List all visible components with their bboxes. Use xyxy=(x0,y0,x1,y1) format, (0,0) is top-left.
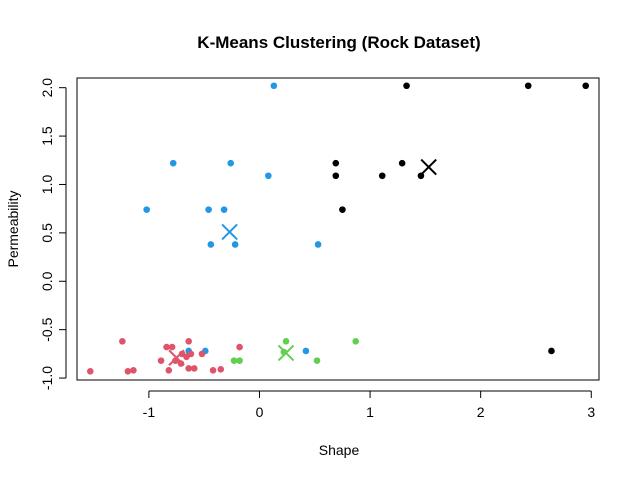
data-point xyxy=(130,367,137,374)
centroid-marker xyxy=(420,158,437,176)
data-point xyxy=(220,206,228,213)
centroid-stroke xyxy=(221,223,238,241)
x-tick-label: 0 xyxy=(256,404,264,420)
plot-frame xyxy=(76,77,600,381)
y-tick-label: -1.0 xyxy=(39,366,55,390)
data-point xyxy=(183,353,190,361)
x-axis: -1 0 1 2 3 xyxy=(143,390,595,420)
data-point xyxy=(163,343,170,351)
x-tick-label: 1 xyxy=(366,404,374,420)
data-point xyxy=(236,357,243,364)
y-tick-label: 1.5 xyxy=(39,126,55,146)
centroid-stroke xyxy=(420,158,437,176)
centroid-marker xyxy=(168,349,185,366)
data-point xyxy=(231,241,239,248)
data-point xyxy=(165,367,173,374)
centroid-stroke xyxy=(277,344,295,362)
data-point xyxy=(119,337,126,345)
data-point xyxy=(169,159,177,167)
data-point xyxy=(230,357,238,364)
x-tick-label: 2 xyxy=(477,404,485,420)
chart-title: K-Means Clustering (Rock Dataset) xyxy=(197,33,480,52)
data-point xyxy=(270,82,278,90)
data-point xyxy=(217,366,225,373)
data-point xyxy=(190,365,198,372)
data-points xyxy=(86,82,590,375)
data-point xyxy=(227,159,235,167)
data-point xyxy=(207,241,215,248)
y-axis: -1.0 -0.5 0.0 0.5 1.0 1.5 2.0 xyxy=(39,78,67,390)
data-point xyxy=(198,350,206,358)
y-tick-label: 1.0 xyxy=(39,175,55,195)
data-point xyxy=(143,206,150,213)
data-point xyxy=(265,172,272,180)
data-point xyxy=(86,367,94,375)
data-point xyxy=(403,82,410,90)
y-tick-label: 2.0 xyxy=(39,78,55,98)
data-point xyxy=(314,241,322,248)
centroid-marker xyxy=(221,223,238,241)
data-point xyxy=(332,172,340,180)
x-tick-label: -1 xyxy=(143,404,156,420)
data-point xyxy=(398,159,406,167)
data-point xyxy=(236,343,243,351)
data-point xyxy=(282,337,290,345)
data-point xyxy=(185,365,192,372)
data-point xyxy=(205,206,212,213)
x-axis-label: Shape xyxy=(319,442,360,458)
centroid-marker xyxy=(277,344,295,362)
data-point xyxy=(582,82,590,90)
data-point xyxy=(185,337,192,345)
data-point xyxy=(332,159,340,167)
cluster-centroids xyxy=(168,158,437,366)
y-tick-label: 0.0 xyxy=(39,271,55,291)
data-point xyxy=(548,347,555,355)
data-point xyxy=(157,357,165,364)
data-point xyxy=(378,172,386,180)
data-point xyxy=(302,347,310,355)
data-point xyxy=(313,357,321,364)
data-point xyxy=(339,206,346,213)
centroid-stroke xyxy=(168,349,185,366)
y-axis-label: Permeability xyxy=(5,190,21,267)
y-tick-label: 0.5 xyxy=(39,223,55,243)
data-point xyxy=(209,367,217,374)
y-tick-label: -0.5 xyxy=(39,317,55,341)
x-tick-label: 3 xyxy=(587,404,595,420)
data-point xyxy=(168,343,176,351)
data-point xyxy=(124,367,132,375)
data-point xyxy=(352,337,359,345)
data-point xyxy=(524,82,532,90)
